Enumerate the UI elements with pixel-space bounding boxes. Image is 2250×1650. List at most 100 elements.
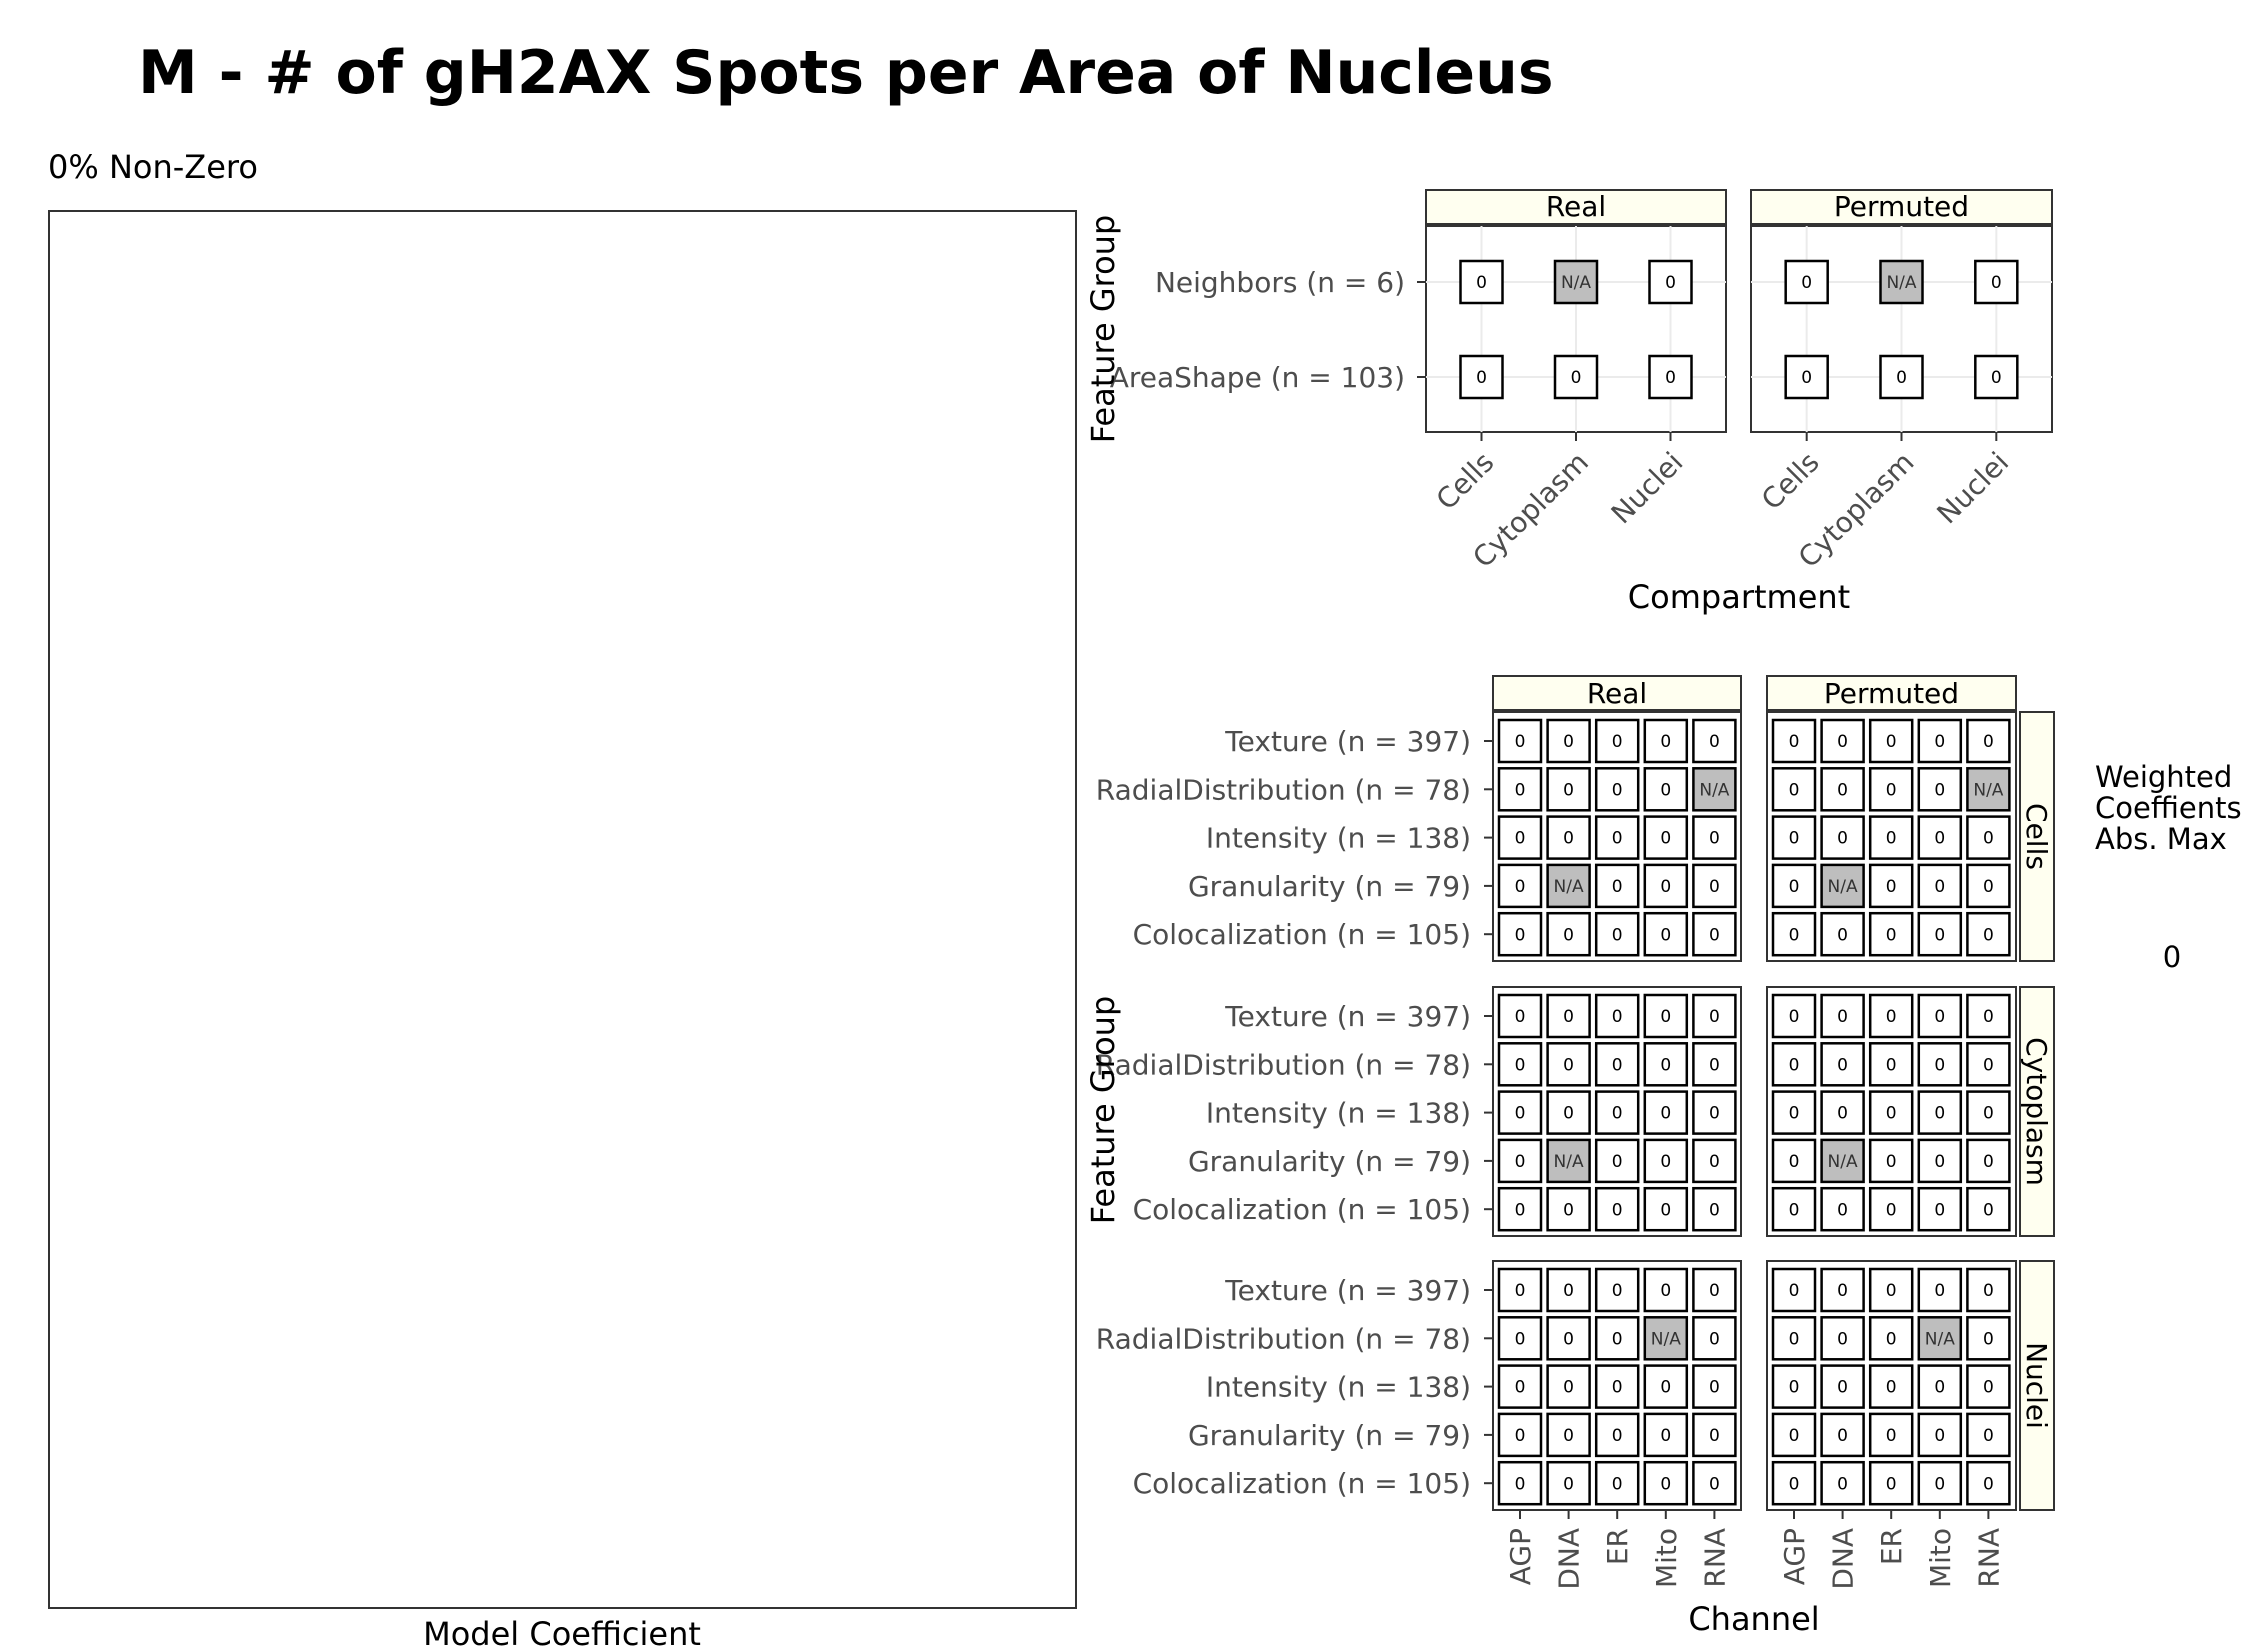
facet-strip-real [1492, 675, 1742, 711]
tile-label: 0 [1801, 368, 1812, 388]
heatmap-tile [1917, 993, 1963, 1039]
heatmap-tile [1692, 911, 1737, 957]
legend-title-line-3: Abs. Max [2095, 822, 2227, 856]
heatmap-tile [1459, 259, 1504, 305]
tile-label: 0 [1515, 877, 1526, 897]
heatmap-tile [1497, 1042, 1543, 1087]
tile-label: 0 [1515, 1200, 1526, 1220]
left-panel-xlabel: Model Coefficient [423, 1615, 701, 1650]
y-tick-label: Intensity (n = 138) [1206, 1097, 1471, 1130]
heatmap-tile [1820, 1316, 1865, 1361]
heatmap-tile [1594, 1460, 1640, 1506]
x-tick-label-rna: RNA [1972, 1528, 2005, 1588]
tile-label: 0 [1563, 1055, 1574, 1075]
tile-label: 0 [1789, 1104, 1800, 1124]
tile-label: N/A [1651, 1329, 1681, 1349]
heatmap-tile [1648, 354, 1693, 400]
heatmap-tile [1692, 863, 1737, 909]
heatmap-tile [1820, 1267, 1865, 1313]
tile-label: 0 [1709, 1474, 1720, 1494]
heatmap-tile [1546, 863, 1591, 909]
tile-label: 0 [1789, 1200, 1800, 1220]
tile-label: 0 [1660, 1474, 1671, 1494]
tile-label: 0 [1983, 1104, 1994, 1124]
heatmap-tile [1546, 1042, 1591, 1087]
heatmap-tile [1692, 993, 1737, 1039]
heatmap-tile [1868, 993, 1914, 1039]
heatmap-tile [1771, 1267, 1817, 1313]
tile-label: 0 [1837, 732, 1848, 752]
tile-label: 0 [1983, 732, 1994, 752]
heatmap-tile [1692, 1090, 1737, 1135]
heatmap-tile [1917, 1090, 1963, 1135]
tile-label: 0 [1789, 925, 1800, 945]
heatmap-tile [1784, 354, 1829, 400]
tile-label: 0 [1934, 1474, 1945, 1494]
x-axis-label: Compartment [1628, 578, 1850, 616]
tile-label: N/A [1554, 1152, 1584, 1172]
x-axis-label: Channel [1688, 1600, 1819, 1638]
tile-label: N/A [1561, 273, 1591, 293]
heatmap-tile [1820, 815, 1865, 860]
heatmap-tile [1643, 1090, 1689, 1135]
heatmap-tile [1820, 911, 1865, 957]
legend-title-line-1: Weighted [2095, 760, 2232, 794]
heatmap-tile [1868, 1186, 1914, 1232]
tile-label: 0 [1886, 829, 1897, 849]
heatmap-tile [1868, 1267, 1914, 1313]
heatmap-tile [1497, 1412, 1543, 1458]
x-tick-label-nuclei: Nuclei [1931, 446, 2016, 531]
y-tick-label: Colocalization (n = 105) [1133, 918, 1471, 951]
heatmap-tile [1771, 863, 1817, 909]
tile-label: 0 [1789, 829, 1800, 849]
y-tick-label: Granularity (n = 79) [1188, 870, 1471, 903]
heatmap-tile [1546, 1364, 1591, 1409]
heatmap-tile [1497, 1460, 1543, 1506]
tile-label: 0 [1709, 1329, 1720, 1349]
heatmap-tile [1917, 1138, 1963, 1184]
tile-label: 0 [1709, 1426, 1720, 1446]
heatmap-tile [1966, 1316, 2011, 1361]
heatmap-tile [1784, 259, 1829, 305]
tile-label: 0 [1789, 1426, 1800, 1446]
heatmap-tile [1594, 767, 1640, 812]
tile-label: 0 [1709, 1152, 1720, 1172]
x-tick-label-er: ER [1601, 1528, 1634, 1565]
tile-label: 0 [1983, 1007, 1994, 1027]
heatmap-tile [1497, 815, 1543, 860]
tile-label: 0 [1837, 1281, 1848, 1301]
x-tick-label-dna: DNA [1827, 1528, 1860, 1590]
tile-label: 0 [1837, 829, 1848, 849]
y-tick-label: AreaShape (n = 103) [1110, 361, 1405, 394]
tile-label: 0 [1837, 1329, 1848, 1349]
tile-label: 0 [1660, 732, 1671, 752]
facet-strip-label: Nuclei [2020, 1342, 2053, 1429]
tile-label: 0 [1612, 1152, 1623, 1172]
heatmap-tile [1771, 1460, 1817, 1506]
tile-label: 0 [1789, 780, 1800, 800]
tile-label: 0 [1837, 780, 1848, 800]
tile-label: 0 [1515, 1329, 1526, 1349]
tile-label: 0 [1563, 1378, 1574, 1398]
tile-label: 0 [1709, 1007, 1720, 1027]
heatmap-tile [1917, 718, 1963, 764]
heatmap-tile [1546, 767, 1591, 812]
heatmap-tile [1917, 1186, 1963, 1232]
heatmap-tile [1497, 993, 1543, 1039]
tile-label: N/A [1973, 780, 2003, 800]
heatmap-tile [1868, 815, 1914, 860]
tile-label: 0 [1563, 1281, 1574, 1301]
x-tick-label-nuclei: Nuclei [1605, 446, 1690, 531]
tile-label: 0 [1563, 829, 1574, 849]
heatmap-tile [1692, 1267, 1737, 1313]
tile-label: 0 [1983, 1152, 1994, 1172]
heatmap-tile [1546, 911, 1591, 957]
tile-label: 0 [1886, 925, 1897, 945]
heatmap-tile [1917, 1412, 1963, 1458]
heatmap-tile [1917, 1042, 1963, 1087]
x-tick-label-cells: Cells [1755, 446, 1826, 517]
tile-label: 0 [1983, 829, 1994, 849]
y-tick-label: Colocalization (n = 105) [1133, 1467, 1471, 1500]
tile-label: 0 [1934, 732, 1945, 752]
tile-label: 0 [1983, 1055, 1994, 1075]
